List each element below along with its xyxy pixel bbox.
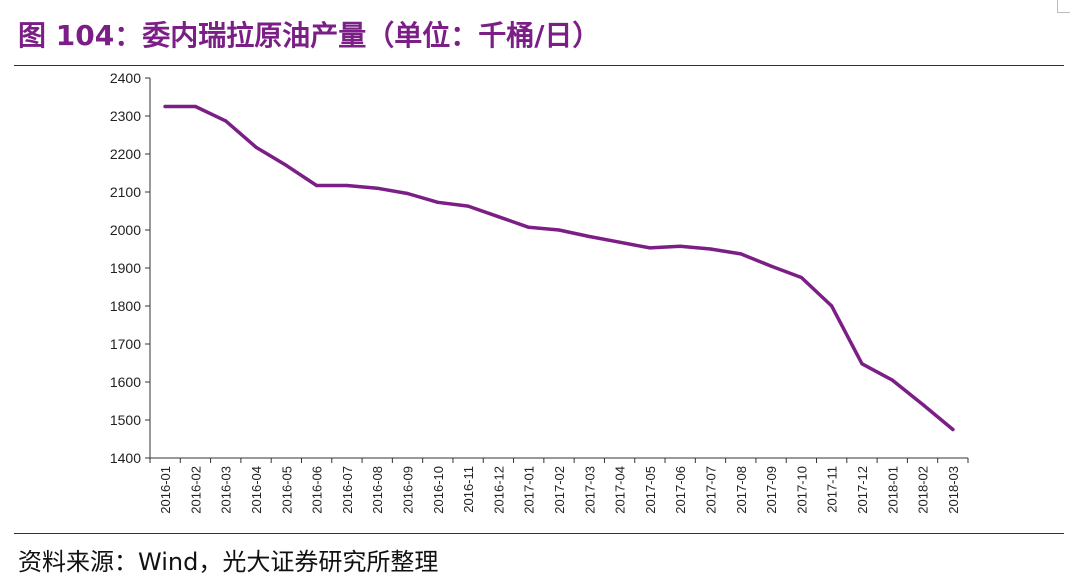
data-point — [375, 186, 379, 190]
title-divider — [14, 65, 1064, 66]
data-point — [436, 200, 440, 204]
data-point — [527, 225, 531, 229]
chart-axes — [149, 78, 968, 459]
data-point — [587, 234, 591, 239]
x-tick-label: 2016-06 — [310, 466, 325, 514]
data-point — [345, 183, 349, 188]
data-point — [769, 264, 773, 268]
y-tick-label: 2100 — [110, 184, 141, 200]
x-tick-label: 2016-01 — [158, 466, 173, 514]
data-point — [284, 163, 288, 167]
x-tick-label: 2016-07 — [340, 466, 355, 514]
source-note: 资料来源：Wind，光大证券研究所整理 — [18, 548, 439, 576]
x-tick-label: 2017-05 — [643, 466, 658, 514]
data-point — [405, 191, 410, 196]
y-tick-label: 2200 — [110, 146, 141, 162]
x-tick-label: 2017-12 — [855, 466, 870, 514]
y-tick-label: 2000 — [110, 222, 141, 238]
y-tick-label: 2300 — [110, 108, 141, 124]
x-tick-label: 2016-08 — [370, 466, 385, 514]
x-tick-label: 2018-02 — [916, 466, 931, 514]
x-tick-label: 2016-12 — [491, 466, 506, 514]
x-tick-label: 2017-02 — [552, 466, 567, 514]
x-tick-label: 2016-02 — [188, 466, 203, 514]
data-point — [163, 104, 167, 109]
y-axis-ticks: 1400 1500 1600 1700 1800 1900 2000 2100 2200 2300… — [110, 70, 150, 466]
data-point — [860, 362, 864, 366]
data-point — [224, 119, 228, 123]
source-divider — [14, 533, 1064, 534]
data-point — [496, 215, 500, 219]
y-tick-label: 1600 — [110, 374, 141, 390]
y-tick-label: 1900 — [110, 260, 141, 276]
data-point — [466, 204, 470, 208]
y-tick-label: 1500 — [110, 412, 141, 428]
data-point — [193, 104, 197, 109]
x-tick-label: 2016-09 — [401, 466, 416, 514]
x-tick-label: 2017-01 — [522, 466, 537, 514]
data-point — [708, 247, 713, 251]
data-point — [739, 252, 743, 256]
x-tick-label: 2018-03 — [946, 466, 961, 514]
x-axis-ticks: 2016-01 2016-02 2016-03 2016-04 2016-05 2016-… — [149, 458, 969, 514]
chart-title: 图 104：委内瑞拉原油产量（单位：千桶/日） — [18, 19, 601, 52]
data-point — [951, 427, 955, 432]
data-point — [648, 246, 652, 250]
x-tick-label: 2016-03 — [219, 466, 234, 514]
y-tick-label: 1400 — [110, 450, 141, 466]
y-tick-label: 1800 — [110, 298, 141, 314]
x-tick-label: 2017-11 — [825, 466, 840, 513]
data-point — [921, 402, 925, 406]
data-point — [890, 378, 894, 382]
x-tick-label: 2017-09 — [764, 466, 779, 514]
data-point — [315, 183, 319, 188]
data-point — [254, 145, 258, 149]
data-point — [830, 304, 834, 308]
data-point — [678, 244, 682, 248]
corner-mark — [1057, 0, 1070, 13]
y-tick-label: 1700 — [110, 336, 141, 352]
x-tick-label: 2017-07 — [703, 466, 718, 514]
x-tick-label: 2017-08 — [734, 466, 749, 514]
x-tick-label: 2016-11 — [461, 466, 476, 513]
chart-series — [163, 104, 955, 432]
x-tick-label: 2017-06 — [673, 466, 688, 514]
series-line — [163, 104, 955, 432]
y-tick-label: 2400 — [110, 70, 141, 86]
x-tick-label: 2017-04 — [613, 466, 628, 514]
data-point — [618, 240, 622, 244]
data-point — [557, 228, 561, 232]
x-tick-label: 2017-10 — [794, 466, 809, 514]
x-tick-label: 2016-04 — [249, 466, 264, 514]
x-tick-label: 2017-03 — [582, 466, 597, 514]
x-tick-label: 2016-10 — [431, 466, 446, 514]
data-point — [799, 275, 804, 280]
x-tick-label: 2018-01 — [885, 466, 900, 514]
x-tick-label: 2016-05 — [279, 466, 294, 514]
